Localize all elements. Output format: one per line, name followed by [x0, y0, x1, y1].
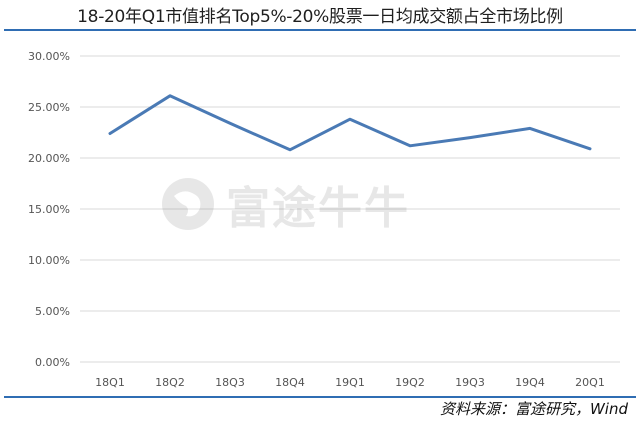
y-axis-ticks: 0.00% 5.00% 10.00% 15.00% 20.00% 25.00% 30.00% — [28, 50, 70, 369]
y-tick-label: 20.00% — [28, 152, 70, 165]
source-note: 资料来源：富途研究，Wind — [439, 400, 628, 418]
y-tick-label: 10.00% — [28, 254, 70, 267]
footer-divider — [4, 396, 636, 398]
futu-logo-icon — [162, 178, 214, 230]
x-tick-label: 20Q1 — [575, 376, 605, 389]
series-layer — [108, 94, 592, 152]
y-tick-label: 30.00% — [28, 50, 70, 63]
chart-title: 18-20年Q1市值排名Top5%-20%股票一日均成交额占全市场比例 — [77, 7, 563, 27]
x-tick-label: 18Q3 — [215, 376, 245, 389]
series-line — [108, 94, 592, 152]
gridlines — [80, 55, 620, 363]
x-axis-ticks: 18Q1 18Q2 18Q3 18Q4 19Q1 19Q2 19Q3 19Q4 20Q1 — [95, 376, 605, 389]
title-divider — [4, 29, 636, 31]
x-tick-label: 18Q2 — [155, 376, 185, 389]
y-tick-label: 15.00% — [28, 203, 70, 216]
y-tick-label: 25.00% — [28, 101, 70, 114]
y-tick-label: 5.00% — [35, 305, 70, 318]
x-tick-label: 19Q4 — [515, 376, 545, 389]
watermark: 富途牛牛 — [160, 172, 410, 236]
watermark-text: 富途牛牛 — [226, 183, 410, 234]
x-tick-label: 19Q1 — [335, 376, 365, 389]
x-tick-label: 19Q2 — [395, 376, 425, 389]
y-tick-label: 0.00% — [35, 356, 70, 369]
x-tick-label: 18Q1 — [95, 376, 125, 389]
x-tick-label: 19Q3 — [455, 376, 485, 389]
x-tick-label: 18Q4 — [275, 376, 305, 389]
